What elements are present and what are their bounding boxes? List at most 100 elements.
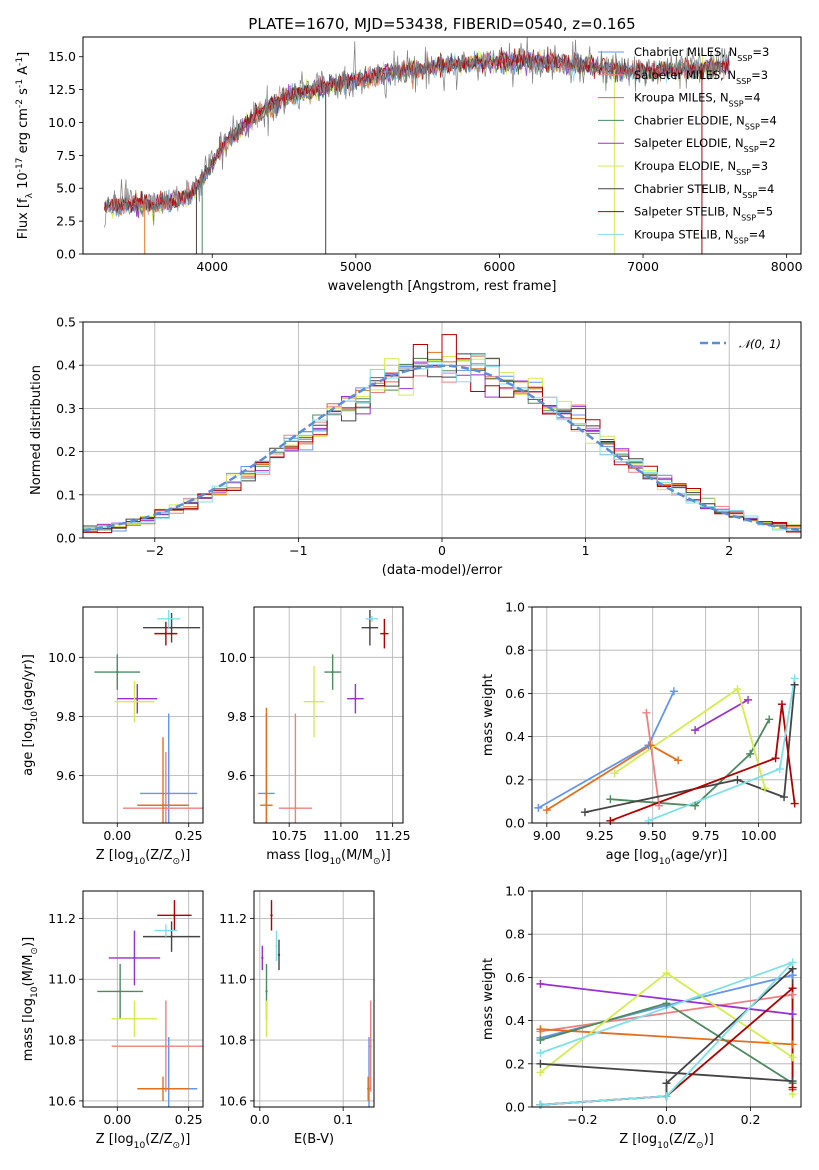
mass-weight-marker [760, 784, 769, 793]
mass-weight-marker [642, 708, 651, 717]
y-tick-label: 0.3 [56, 401, 76, 416]
legend-model-name: Salpeter ELODIE, N [634, 136, 744, 150]
y-tick-label: 5.0 [56, 181, 76, 196]
legend-entry: 𝒩(0, 1) [739, 337, 781, 351]
data-point [294, 807, 297, 810]
residuals-panel: −2 −1 0 1 2 0.0 0.1 0.2 0.3 0.4 0.5 (data-model)/er… [29, 315, 802, 578]
data-point [261, 956, 264, 960]
mass-weight-marker [644, 816, 653, 825]
x-tick-label: 4000 [196, 259, 228, 274]
mass-weight-marker [788, 1053, 797, 1062]
y-tick-label: 0.4 [505, 729, 525, 744]
mass-weight-marker [780, 793, 789, 802]
label-part: )] [180, 1132, 190, 1147]
legend-model-name: Kroupa ELODIE, N [634, 159, 736, 173]
y-tick-label: 9.8 [227, 709, 247, 724]
label-part: )] [21, 937, 36, 947]
y-tick-label: 0.2 [505, 1056, 525, 1071]
y-tick-label: 7.5 [56, 148, 76, 163]
mass-weight-marker [536, 1025, 545, 1034]
y-tick-label: 11.0 [48, 972, 76, 987]
mass-weight-marker [744, 695, 753, 704]
data-point [173, 914, 176, 917]
y-tick-label: 11.2 [48, 911, 76, 926]
y-tick-label: 1.0 [505, 600, 525, 615]
y-axis-label: Normed distribution [29, 365, 44, 495]
legend-nssp: =3 [751, 159, 768, 173]
y-tick-label: 0.0 [505, 1100, 525, 1115]
y-axis-label: mass weight [481, 674, 496, 756]
y-tick-label: 1.0 [505, 884, 525, 899]
y-tick-label: 0.2 [56, 444, 76, 459]
legend-subscript: SSP [744, 145, 759, 154]
x-tick-label: 9.50 [639, 828, 667, 843]
mass-weight-marker [788, 1040, 797, 1049]
y-axis-label: mass weight [481, 958, 496, 1040]
axes-frame [531, 890, 802, 1108]
label-part: Normed distribution [29, 365, 44, 495]
legend-nssp: =4 [757, 182, 774, 196]
x-tick-label: 7000 [627, 259, 659, 274]
y-axis-label: age [log10(age/yr)] [21, 654, 40, 776]
label-part: 10 [16, 172, 31, 193]
age-vs-Z-panel: 0.00 0.259.69.810.0Z [log10(Z/Z⊙)]age [lo… [21, 606, 204, 867]
y-tick-label: 9.8 [56, 709, 76, 724]
mass-weight-line [610, 718, 770, 807]
legend-entry: Chabrier STELIB, NSSP=4 [634, 182, 774, 200]
y-tick-label: 11.2 [219, 911, 247, 926]
label-part: mass [log [21, 998, 36, 1061]
mass-weight-marker [606, 795, 615, 804]
x-tick-label: −2 [146, 543, 164, 558]
legend-model-name: Chabrier MILES, N [634, 45, 737, 59]
legend-model-name: Kroupa MILES, N [634, 91, 729, 105]
data-point [275, 944, 278, 947]
y-tick-label: 10.8 [48, 1033, 76, 1048]
x-tick-label: 8000 [771, 259, 803, 274]
data-point [370, 617, 374, 621]
mass-weight-marker [662, 1079, 671, 1088]
label-part: 10 [329, 857, 341, 867]
mass-weight-marker [790, 674, 799, 683]
legend-subscript: SSP [742, 190, 757, 199]
y-tick-label: 10.6 [48, 1093, 76, 1108]
mass-weight-marker [536, 1059, 545, 1068]
label-part: -17 [15, 157, 25, 172]
legend-model-name: Kroupa STELIB, N [634, 227, 734, 241]
x-tick-label: 0.2 [741, 1112, 761, 1127]
data-point [366, 1087, 370, 1090]
y-tick-label: 0.1 [56, 487, 76, 502]
mass-weight-line [540, 1028, 793, 1046]
label-part: (data-model)/error [382, 563, 503, 578]
x-tick-label: 1 [582, 543, 590, 558]
label-part: mass weight [481, 958, 496, 1040]
label-part: 10 [134, 857, 146, 867]
y-tick-label: 0.5 [56, 315, 76, 330]
label-part: Z [log [96, 1132, 134, 1147]
legend-subscript: SSP [729, 99, 744, 108]
mass-weight-marker [765, 715, 774, 724]
y-axis-label: mass [log10(M/M⊙)] [21, 937, 40, 1061]
axes-frame [82, 890, 204, 1108]
data-point [116, 670, 119, 674]
mass-weight-marker [646, 741, 655, 750]
x-axis-label: E(B-V) [294, 1132, 334, 1147]
label-part: -1 [15, 57, 25, 66]
label-part: (Z/Z [669, 1132, 696, 1147]
data-point [270, 914, 273, 917]
x-tick-label: 0.1 [333, 1112, 353, 1127]
x-tick-label: 0 [438, 543, 446, 558]
legend-subscript: SSP [734, 236, 749, 245]
data-point [331, 670, 334, 674]
legend-entry: Salpeter MILES, NSSP=3 [634, 68, 768, 86]
mass-weight-marker [669, 687, 678, 696]
label-part: A [16, 66, 31, 79]
residual-histogram [83, 353, 801, 529]
legend-subscript: SSP [745, 122, 760, 131]
x-tick-label: 0.0 [657, 1112, 677, 1127]
y-tick-label: 9.6 [227, 768, 247, 783]
data-point [369, 1044, 372, 1048]
x-tick-label: 10.75 [271, 828, 307, 843]
mass-weight-line [694, 699, 749, 731]
label-part: 10 [30, 711, 40, 723]
